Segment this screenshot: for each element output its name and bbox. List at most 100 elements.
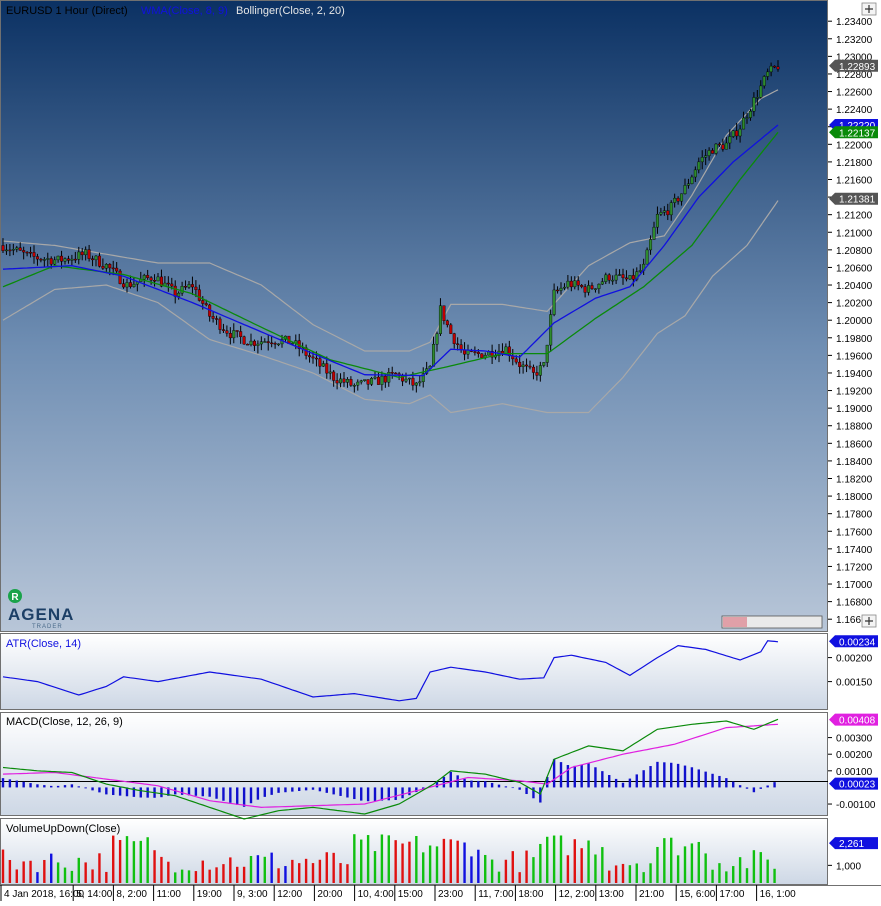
volume-bar: [284, 866, 287, 883]
volume-bar: [187, 870, 191, 883]
volume-axis-tick-label: 1,000: [836, 861, 861, 872]
bollinger-legend-label[interactable]: Bollinger(Close, 2, 20): [236, 5, 345, 17]
candle-body: [421, 373, 425, 382]
candle-body: [46, 258, 50, 260]
macd-histogram-bar: [63, 785, 67, 788]
candle-body: [414, 382, 418, 386]
candle-body: [104, 264, 108, 269]
candle-body: [456, 343, 460, 345]
time-axis-label: 20:00: [317, 889, 342, 900]
candle-body: [507, 346, 511, 356]
price-panel-background: [0, 0, 828, 631]
macd-histogram-bar: [518, 787, 521, 790]
price-axis-tick-label: 1.18000: [836, 492, 873, 503]
candle-body: [742, 117, 746, 130]
candle-body: [549, 314, 553, 346]
candle-body: [624, 277, 628, 280]
candle-body: [132, 283, 136, 287]
atr-marker-label: 0.00234: [839, 637, 876, 648]
macd-histogram-bar: [304, 787, 308, 791]
candle-body: [669, 202, 673, 216]
macd-histogram-bar: [532, 787, 535, 799]
candle-body: [583, 286, 587, 293]
candle-body: [366, 379, 370, 385]
candle-body: [552, 289, 556, 315]
volume-legend-label[interactable]: VolumeUpDown(Close): [6, 823, 120, 835]
macd-legend-label[interactable]: MACD(Close, 12, 26, 9): [6, 716, 123, 728]
volume-bar: [174, 872, 177, 883]
volume-bar: [635, 863, 638, 883]
volume-bar: [380, 834, 384, 883]
macd-histogram-bar: [704, 771, 707, 788]
volume-bar: [298, 863, 301, 883]
candle-body: [159, 276, 163, 287]
candle-body: [452, 333, 456, 344]
volume-bar: [477, 849, 480, 883]
volume-bar: [766, 859, 769, 883]
volume-bar: [242, 866, 246, 883]
volume-bar: [504, 859, 508, 883]
price-axis-tick-label: 1.20200: [836, 299, 873, 310]
candle-body: [438, 305, 442, 334]
macd-histogram-bar: [463, 778, 466, 788]
candle-body: [531, 366, 535, 373]
price-axis-tick-label: 1.17800: [836, 510, 873, 521]
subpanel-resize-icon[interactable]: [861, 614, 877, 628]
candle-body: [211, 316, 215, 319]
volume-bar: [601, 847, 604, 883]
candle-body: [108, 264, 112, 269]
candle-body: [476, 351, 480, 354]
panel-resize-icon[interactable]: [861, 2, 877, 16]
wma-legend-label[interactable]: WMA(Close, 8, 9): [141, 5, 228, 17]
macd-hist-marker-label: 0.00023: [839, 780, 876, 791]
volume-bar: [718, 863, 721, 883]
volume-bar: [160, 856, 163, 883]
macd-marker-label: 0.00408: [839, 716, 876, 727]
macd-histogram-bar: [573, 765, 576, 788]
macd-histogram-bar: [229, 787, 232, 803]
price-scale-area[interactable]: [828, 0, 881, 885]
macd-histogram-bar: [656, 761, 659, 788]
price-marker-0-flag: [829, 59, 878, 72]
macd-axis: 0.00300 0.00200 0.00100 -0.00100: [828, 734, 876, 811]
time-axis-label: 10, 4:00: [358, 889, 395, 900]
candle-body: [249, 340, 253, 346]
macd-histogram-bar: [649, 766, 652, 788]
candle-body: [390, 372, 394, 374]
volume-bar: [621, 863, 625, 883]
price-axis-tick-label: 1.23400: [836, 17, 873, 28]
candle-body: [204, 303, 208, 306]
candle-body: [321, 363, 325, 367]
candle-body: [252, 340, 256, 346]
candle-body: [70, 258, 74, 261]
volume-bar: [642, 872, 645, 883]
macd-histogram-bar: [683, 765, 687, 788]
volume-bar: [587, 840, 590, 883]
volume-bar: [759, 852, 762, 883]
candle-body: [542, 362, 546, 366]
candle-body: [8, 249, 12, 252]
volume-bar: [690, 843, 694, 883]
volume-bar: [373, 851, 377, 883]
time-axis-label: 12:00: [277, 889, 302, 900]
candle-body: [569, 280, 573, 288]
candle-body: [607, 274, 611, 281]
macd-histogram-bar: [105, 787, 108, 795]
volume-bar: [194, 871, 198, 883]
macd-histogram-bar: [236, 787, 239, 805]
volume-bar: [43, 859, 46, 883]
candle-body: [597, 283, 601, 289]
scroll-indicator-thumb[interactable]: [723, 617, 747, 627]
atr-legend-label[interactable]: ATR(Close, 14): [6, 638, 81, 650]
volume-bar: [676, 855, 680, 883]
macd-histogram-bar: [112, 787, 115, 796]
time-scale-area[interactable]: [0, 885, 881, 901]
candle-body: [29, 252, 33, 254]
time-axis-label: 12, 2:00: [559, 889, 596, 900]
candle-body: [370, 378, 374, 385]
candle-body: [101, 266, 105, 269]
candle-body: [676, 197, 680, 202]
candle-body: [332, 371, 336, 381]
candle-body: [690, 176, 694, 184]
